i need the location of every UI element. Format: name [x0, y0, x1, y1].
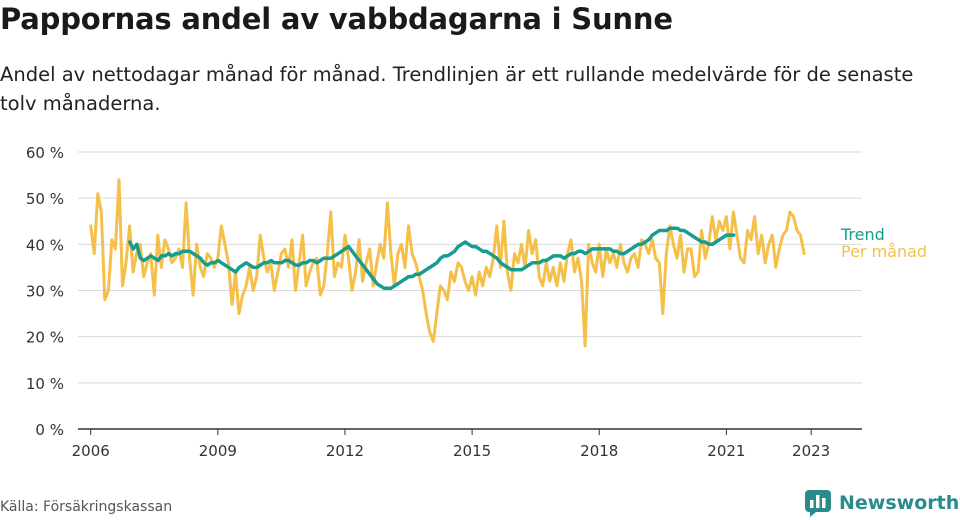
brand-name: Newsworthy [839, 492, 960, 514]
y-tick-label: 40 % [26, 236, 64, 254]
chart-title: Pappornas andel av vabbdagarna i Sunne [0, 2, 673, 36]
chart-subtitle: Andel av nettodagar månad för månad. Tre… [0, 63, 914, 115]
legend-label-per-manad: Per månad [841, 242, 927, 261]
series-line-per-manad [89, 178, 806, 348]
y-tick-label: 30 % [26, 283, 64, 301]
y-tick-label: 0 % [35, 421, 64, 439]
brand-logo[interactable]: Newsworthy [804, 489, 960, 517]
y-tick-label: 60 % [26, 144, 64, 162]
x-tick-label: 2006 [72, 442, 110, 460]
x-tick-label: 2012 [326, 442, 364, 460]
x-tick-label: 2015 [453, 442, 491, 460]
x-tick-label: 2018 [580, 442, 618, 460]
source-note: Källa: Försäkringskassan [0, 499, 173, 515]
legend-label-trend: Trend [840, 225, 885, 244]
y-tick-label: 20 % [26, 329, 64, 347]
y-tick-label: 50 % [26, 190, 64, 208]
x-tick-label: 2009 [199, 442, 237, 460]
x-tick-label: 2021 [707, 442, 745, 460]
newsworthy-logo-icon [805, 490, 831, 517]
series-line-trend [127, 226, 736, 290]
x-tick-label: 2023 [792, 442, 830, 460]
y-tick-label: 10 % [26, 375, 64, 393]
